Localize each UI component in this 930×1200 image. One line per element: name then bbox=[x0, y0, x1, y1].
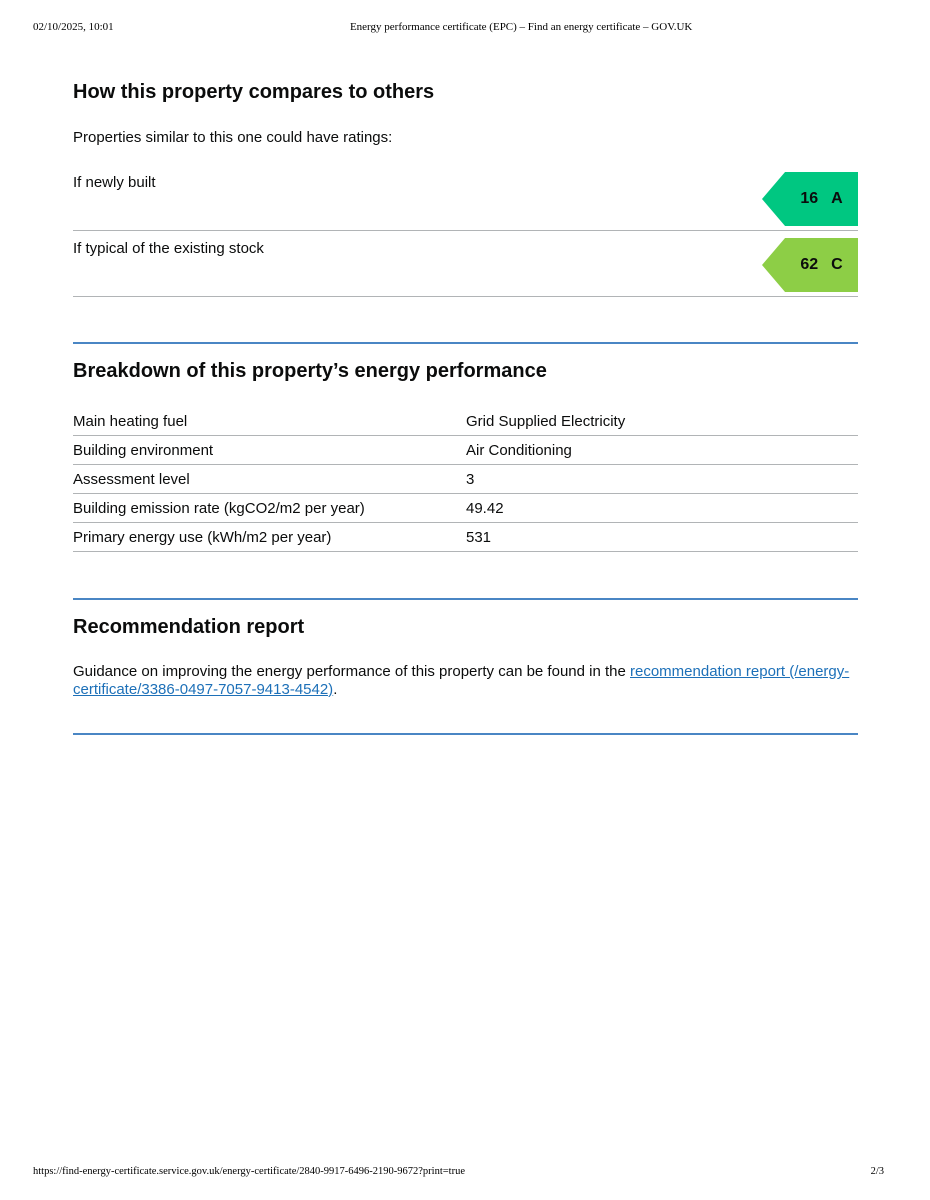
table-row-label: Building emission rate (kgCO2/m2 per yea… bbox=[73, 499, 365, 517]
table-row-label: Assessment level bbox=[73, 470, 190, 488]
print-source-url: https://find-energy-certificate.service.… bbox=[33, 1166, 465, 1177]
print-datetime: 02/10/2025, 10:01 bbox=[33, 21, 114, 33]
compare-section: How this property compares to others Pro… bbox=[73, 80, 858, 297]
energy-rating-badge-a: 16 A bbox=[762, 172, 858, 226]
table-row-value: Grid Supplied Electricity bbox=[466, 412, 626, 430]
print-page-title: Energy performance certificate (EPC) – F… bbox=[349, 21, 693, 33]
table-row-label: Main heating fuel bbox=[73, 412, 188, 430]
print-footer: https://find-energy-certificate.service.… bbox=[33, 1166, 897, 1182]
table-row-value: 49.42 bbox=[466, 499, 504, 517]
table-row-label: Building environment bbox=[73, 441, 214, 459]
table-row-value: 531 bbox=[466, 528, 492, 546]
rating-row-newly-built: If newly built 16 A bbox=[73, 165, 858, 231]
section-divider bbox=[73, 733, 858, 735]
rating-comparison-list: If newly built 16 A If typical of the ex… bbox=[73, 165, 858, 297]
breakdown-section: Breakdown of this property’s energy perf… bbox=[73, 359, 858, 552]
rating-score: 16 bbox=[800, 190, 819, 207]
recommendation-heading: Recommendation report bbox=[73, 616, 305, 638]
certificate-page: How this property compares to others Pro… bbox=[73, 0, 858, 735]
rating-row-label: If typical of the existing stock bbox=[73, 240, 264, 257]
table-row-value: 3 bbox=[466, 470, 475, 488]
rating-score: 62 bbox=[800, 256, 819, 273]
breakdown-heading: Breakdown of this property’s energy perf… bbox=[73, 360, 547, 382]
compare-heading: How this property compares to others bbox=[73, 81, 435, 103]
table-row: Primary energy use (kWh/m2 per year) 531 bbox=[73, 523, 858, 552]
compare-intro: Properties similar to this one could hav… bbox=[73, 129, 393, 146]
recommendation-text-before: Guidance on improving the energy perform… bbox=[73, 663, 630, 680]
rating-band-letter: A bbox=[831, 190, 843, 207]
energy-rating-badge-c: 62 C bbox=[762, 238, 858, 292]
rating-row-existing-stock: If typical of the existing stock 62 C bbox=[73, 231, 858, 297]
table-row-label: Primary energy use (kWh/m2 per year) bbox=[73, 528, 332, 546]
table-row: Assessment level 3 bbox=[73, 465, 858, 494]
recommendation-section: Recommendation report Guidance on improv… bbox=[73, 615, 858, 698]
table-row-value: Air Conditioning bbox=[466, 441, 572, 459]
recommendation-text: Guidance on improving the energy perform… bbox=[73, 663, 858, 698]
section-divider bbox=[73, 598, 858, 600]
table-row: Building emission rate (kgCO2/m2 per yea… bbox=[73, 494, 858, 523]
rating-row-label: If newly built bbox=[73, 174, 156, 191]
table-row: Main heating fuel Grid Supplied Electric… bbox=[73, 407, 858, 436]
recommendation-text-after: . bbox=[333, 680, 338, 698]
rating-band-letter: C bbox=[831, 256, 843, 273]
breakdown-table: Main heating fuel Grid Supplied Electric… bbox=[73, 407, 858, 552]
section-divider bbox=[73, 342, 858, 344]
print-page-number: 2/3 bbox=[870, 1166, 884, 1177]
table-row: Building environment Air Conditioning bbox=[73, 436, 858, 465]
print-header: 02/10/2025, 10:01 Energy performance cer… bbox=[33, 21, 897, 37]
recommendation-report-link[interactable]: recommendation report (/energy-certifica… bbox=[73, 663, 850, 698]
